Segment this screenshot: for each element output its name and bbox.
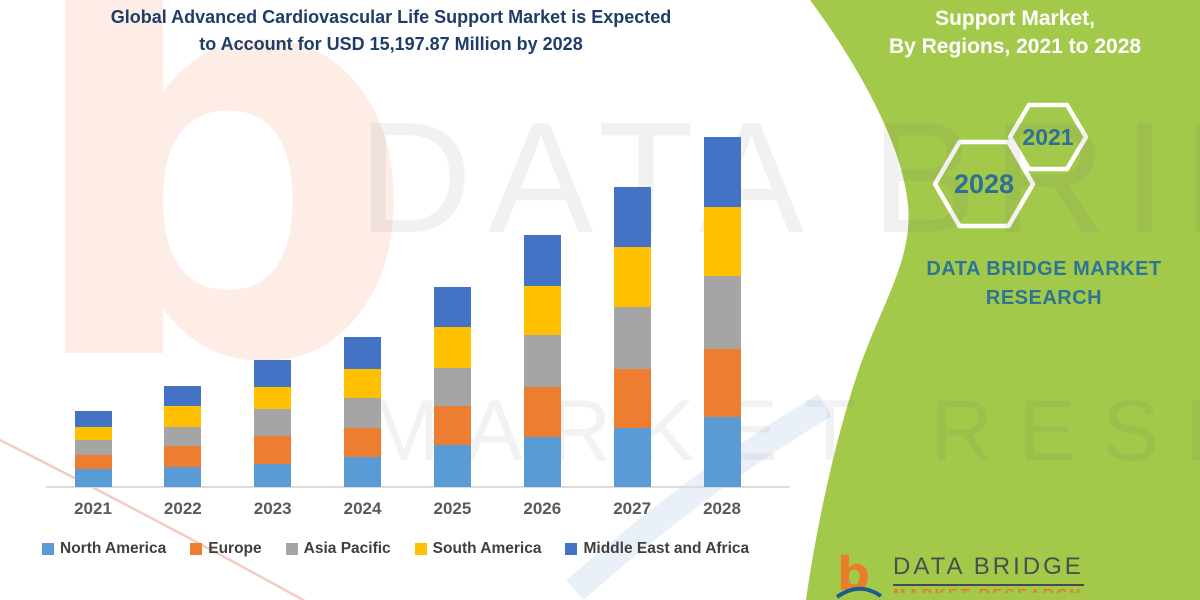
bar-segment-south-america <box>703 207 741 276</box>
bar-segment-north-america <box>74 469 112 487</box>
legend-label: South America <box>432 540 542 557</box>
side-panel-brand: DATA BRIDGE MARKET RESEARCH <box>898 255 1190 313</box>
bar-segment-europe <box>344 428 382 457</box>
x-axis-line <box>46 486 790 488</box>
page-title-line1: Global Advanced Cardiovascular Life Supp… <box>110 7 672 27</box>
bar-segment-asia-pacific <box>254 409 292 436</box>
legend-item: North America <box>42 540 166 558</box>
legend: North America Europe Asia Pacific South Ame… <box>42 540 749 558</box>
bar-segment-asia-pacific <box>523 335 561 387</box>
legend-item: Asia Pacific <box>285 540 391 558</box>
x-axis-label: 2021 <box>74 499 112 518</box>
bar-segment-middle-east-and-africa <box>254 360 292 387</box>
bar-segment-north-america <box>703 417 741 487</box>
bar-segment-asia-pacific <box>74 440 112 455</box>
bar-segment-middle-east-and-africa <box>74 411 112 427</box>
x-axis-label: 2025 <box>433 499 472 518</box>
x-axis-label: 2026 <box>523 499 562 518</box>
bar-segment-north-america <box>344 457 382 487</box>
footer-subbrand-name: MARKET RESEARCH <box>893 586 1084 593</box>
bar-segment-middle-east-and-africa <box>344 337 382 369</box>
legend-item: South America <box>414 540 542 558</box>
side-panel-heading-line1: Support Market, <box>935 7 1095 30</box>
green-panel-shape <box>806 0 1200 600</box>
side-panel-heading: Support Market, By Regions, 2021 to 2028 <box>850 5 1180 61</box>
bar-segment-south-america <box>254 387 292 409</box>
bar-segment-europe <box>254 436 292 464</box>
legend-item: Europe <box>190 540 262 558</box>
bar-segment-north-america <box>433 445 471 487</box>
legend-swatch <box>565 543 578 555</box>
bar-segment-asia-pacific <box>613 307 651 369</box>
legend-label: Asia Pacific <box>303 540 391 557</box>
footer-brand-name: DATA BRIDGE <box>893 553 1084 586</box>
side-panel-brand-line2: RESEARCH <box>985 287 1103 309</box>
bar-segment-middle-east-and-africa <box>433 287 471 327</box>
x-axis-label: 2027 <box>613 499 652 518</box>
legend-swatch <box>414 543 427 555</box>
footer-logo: b DATA BRIDGE MARKET RESEARCH <box>833 553 1084 600</box>
bar-segment-south-america <box>344 369 382 398</box>
bar-segment-south-america <box>613 247 651 307</box>
bar-segment-south-america <box>74 427 112 440</box>
bar-segment-asia-pacific <box>164 427 202 446</box>
page-title: Global Advanced Cardiovascular Life Supp… <box>38 4 744 58</box>
bar-segment-europe <box>164 446 202 467</box>
bar-segment-middle-east-and-africa <box>613 187 651 247</box>
footer-subbrand-clipped: MARKET RESEARCH <box>893 586 1084 593</box>
legend-label: Middle East and Africa <box>583 540 750 557</box>
bar-segment-europe <box>523 387 561 437</box>
bar-segment-north-america <box>523 437 561 487</box>
bar-segment-south-america <box>433 327 471 368</box>
bar-segment-south-america <box>164 406 202 427</box>
bar-segment-middle-east-and-africa <box>164 386 202 406</box>
bar-segment-asia-pacific <box>433 368 471 406</box>
footer-logo-text: DATA BRIDGE MARKET RESEARCH <box>893 553 1084 593</box>
x-axis-label: 2022 <box>163 499 202 518</box>
page-title-line2: to Account for USD 15,197.87 Million by … <box>199 34 583 54</box>
legend-label: North America <box>60 540 167 557</box>
bar-segment-north-america <box>164 467 202 487</box>
legend-label: Europe <box>208 540 262 557</box>
bar-segment-europe <box>74 455 112 469</box>
bar-segment-europe <box>613 369 651 428</box>
hexagon-2028-label: 2028 <box>953 169 1015 199</box>
side-panel-heading-line2: By Regions, 2021 to 2028 <box>888 35 1142 58</box>
data-bridge-b-icon: b <box>835 553 883 600</box>
legend-swatch <box>285 543 298 555</box>
bar-segment-europe <box>703 349 741 417</box>
bar-segment-middle-east-and-africa <box>523 235 561 286</box>
hexagon-2021-label: 2021 <box>1022 124 1074 150</box>
legend-item: Middle East and Africa <box>565 540 749 558</box>
bar-segment-europe <box>433 406 471 445</box>
bar-segment-asia-pacific <box>703 276 741 349</box>
bar-segment-asia-pacific <box>344 398 382 428</box>
bar-segment-middle-east-and-africa <box>703 137 741 207</box>
bar-segment-north-america <box>613 428 651 487</box>
x-axis-label: 2024 <box>343 499 382 518</box>
hexagon-2028-outline <box>932 139 1036 229</box>
legend-swatch <box>42 543 54 555</box>
bar-segment-north-america <box>254 464 292 487</box>
legend-swatch <box>190 543 203 555</box>
x-axis-label: 2028 <box>703 499 741 518</box>
x-axis-label: 2023 <box>253 499 292 518</box>
side-panel-brand-line1: DATA BRIDGE MARKET <box>926 258 1162 280</box>
hexagon-2021-outline <box>1007 102 1089 172</box>
bar-segment-south-america <box>523 286 561 335</box>
